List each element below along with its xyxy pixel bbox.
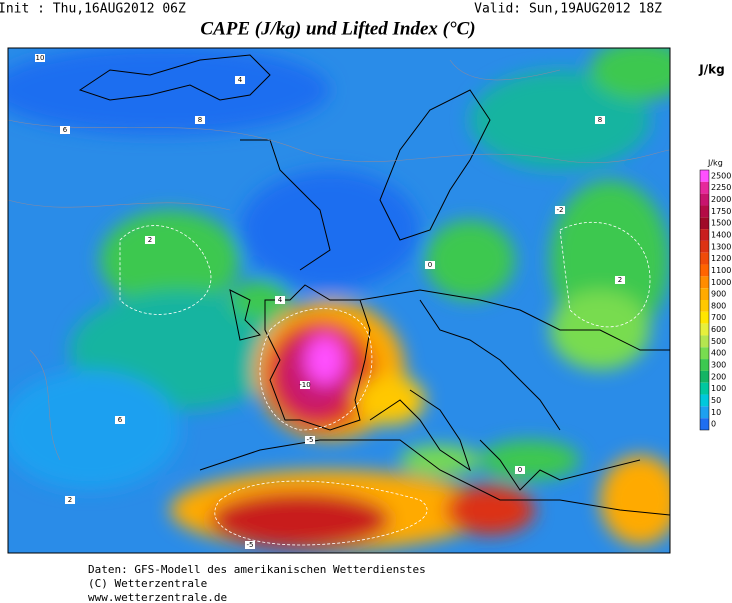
colorbar: 2500225020001750150014001300120011001000…	[699, 169, 731, 431]
colorbar-label: 1400	[711, 231, 731, 240]
map-label-box	[35, 54, 45, 62]
colorbar-swatch	[700, 205, 709, 218]
colorbar-label: 1300	[711, 242, 731, 251]
map-label: 4	[238, 76, 243, 84]
colorbar-swatch	[700, 288, 709, 300]
colorbar-label: 200	[711, 372, 726, 381]
colorbar-swatch	[700, 217, 709, 230]
colorbar-swatch	[700, 370, 709, 383]
map-label-box	[145, 236, 155, 244]
map-label: 0	[518, 466, 522, 474]
colorbar-label: 700	[711, 313, 726, 322]
map-label-box	[515, 466, 525, 474]
map-label-box	[195, 116, 205, 124]
colorbar-label: 600	[711, 325, 726, 334]
colorbar-frame	[699, 169, 710, 431]
map-field: 10 8 6 4 2 0 -2 -5 -10 4 6 8 2 -5 0 2	[8, 48, 670, 553]
colorbar-swatch	[700, 276, 709, 289]
map-label: -2	[557, 206, 564, 214]
grey-contours	[8, 59, 670, 461]
colorbar-swatch	[700, 300, 709, 312]
colorbar-swatch	[700, 359, 709, 371]
colorbar-label: 2000	[711, 195, 731, 204]
map-label: 10	[36, 54, 45, 62]
colorbar-swatch	[700, 193, 709, 206]
map-label-box	[65, 496, 75, 504]
lifted-index-contours	[119, 222, 651, 546]
map-label-box	[275, 296, 285, 304]
colorbar-swatch	[700, 394, 709, 407]
colorbar-label: 1000	[711, 278, 731, 287]
colorbar-small-unit: J/kg	[707, 159, 723, 168]
colorbar-label: 800	[711, 301, 726, 310]
map-label-box	[595, 116, 605, 124]
footer-line: Daten: GFS-Modell des amerikanischen Wet…	[88, 563, 426, 576]
map-label-box	[615, 276, 625, 284]
colorbar-swatch	[700, 229, 709, 241]
map-label: 6	[63, 126, 68, 134]
valid-time: Valid: Sun,19AUG2012 18Z	[474, 2, 662, 17]
colorbar-label: 0	[711, 420, 716, 429]
colorbar-swatch	[700, 382, 709, 395]
colorbar-swatch	[700, 335, 709, 348]
colorbar-swatch	[700, 181, 709, 194]
map-label: 6	[118, 416, 123, 424]
map-frame	[7, 47, 671, 554]
colorbar-swatch	[700, 347, 709, 360]
colorbar-label: 300	[711, 361, 726, 370]
map-label-box	[115, 416, 125, 424]
map-label-box	[555, 206, 565, 214]
map-label-box	[305, 436, 315, 444]
colorbar-label: 500	[711, 337, 726, 346]
footer-line: (C) Wetterzentrale	[88, 577, 207, 590]
colorbar-label: 900	[711, 290, 726, 299]
map-label: 2	[68, 496, 72, 504]
colorbar-label: 50	[711, 396, 721, 405]
colorbar-swatch	[700, 418, 709, 430]
colorbar-swatch	[700, 264, 709, 277]
map-label-box	[300, 381, 310, 389]
map-label: -10	[299, 381, 310, 389]
colorbar-label: 1200	[711, 254, 731, 263]
map-label-box	[245, 541, 255, 549]
colorbar-label: 1500	[711, 219, 731, 228]
colorbar-swatch	[700, 252, 709, 265]
map-label: 8	[598, 116, 602, 124]
colorbar-swatch	[700, 311, 709, 324]
map-label: 2	[148, 236, 152, 244]
cape-field	[8, 48, 670, 550]
colorbar-label: 400	[711, 349, 726, 358]
map-label: -5	[247, 541, 254, 549]
map-label-box	[235, 76, 245, 84]
map-label: -5	[307, 436, 314, 444]
map-label: 0	[428, 261, 432, 269]
map-label: 4	[278, 296, 283, 304]
colorbar-swatch	[700, 170, 709, 182]
colorbar-swatch	[700, 406, 709, 419]
map-label-box	[425, 261, 435, 269]
map-label-group: 10 8 6 4 2 0 -2 -5 -10 4 6 8 2 -5 0 2	[35, 54, 625, 549]
colorbar-label: 1100	[711, 266, 731, 275]
map-label: 2	[618, 276, 622, 284]
map-label: 8	[198, 116, 202, 124]
coastlines	[78, 54, 670, 516]
colorbar-label: 2250	[711, 183, 731, 192]
map-title: CAPE (J/kg) und Lifted Index (°C)	[200, 18, 475, 39]
colorbar-swatch	[700, 240, 709, 253]
colorbar-label: 100	[711, 384, 726, 393]
footer-line: www.wetterzentrale.de	[88, 591, 227, 603]
colorbar-label: 1750	[711, 207, 731, 216]
init-time: Init : Thu,16AUG2012 06Z	[0, 2, 186, 17]
map-label-box	[60, 126, 70, 134]
colorbar-label: 2500	[711, 171, 731, 180]
colorbar-label: 10	[711, 408, 721, 417]
colorbar-unit: J/kg	[698, 63, 724, 77]
colorbar-swatch	[700, 323, 709, 336]
